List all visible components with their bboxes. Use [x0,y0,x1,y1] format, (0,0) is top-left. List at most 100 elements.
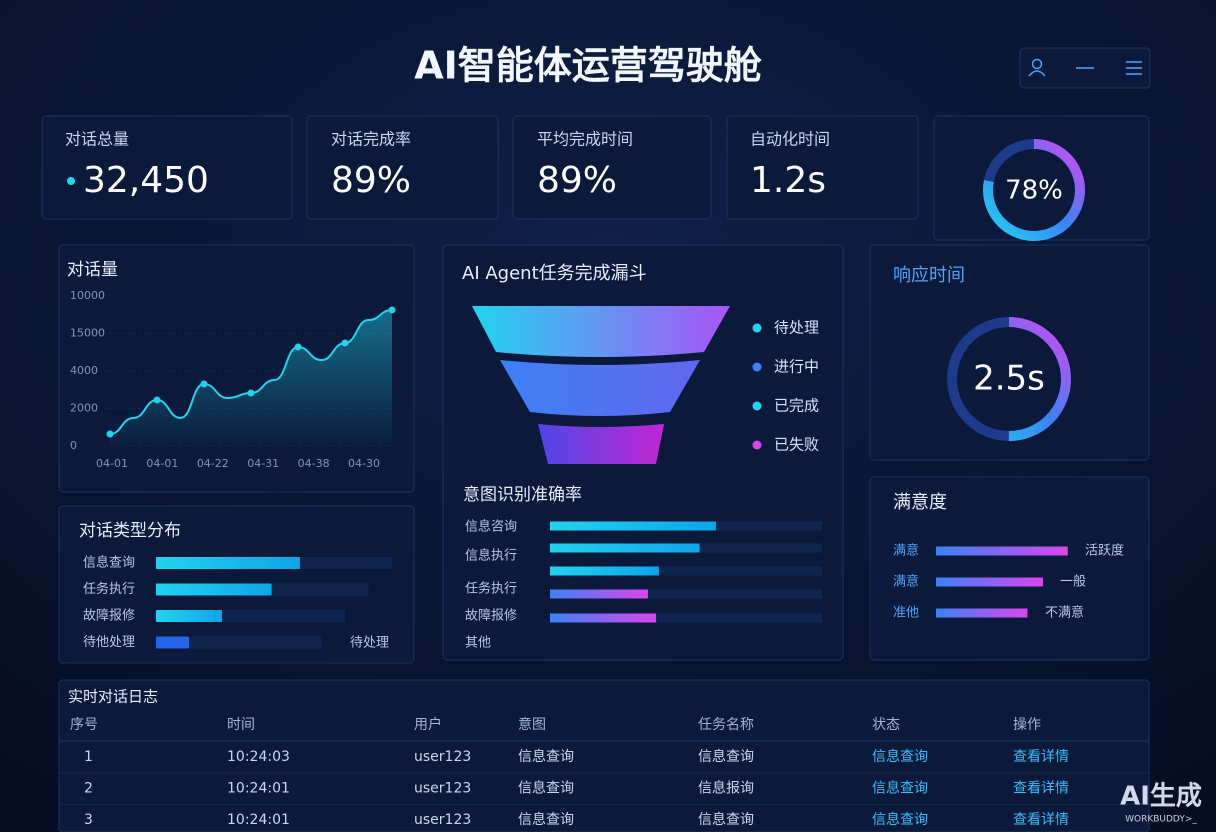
details-link[interactable]: 查看详情 [1013,781,1069,797]
legend-dot [752,362,762,372]
column-header: 序号 [70,717,98,733]
column-header: 操作 [1013,717,1041,733]
gauge-value: 2.5s [973,359,1045,399]
details-link[interactable]: 查看详情 [1013,812,1069,828]
table-cell: user123 [414,812,471,828]
legend-label: 进行中 [774,358,819,376]
bar [550,613,657,623]
bar-label: 准他 [893,606,919,621]
x-tick-label: 04-31 [247,457,279,470]
panel-title: 满意度 [893,492,947,513]
table-cell: 信息查询 [698,748,754,765]
kpi-dot [67,177,75,185]
table-cell: 3 [84,812,93,828]
y-tick-label: 10000 [70,289,105,302]
legend-dot [752,323,762,333]
table-cell: 10:24:01 [227,812,290,828]
watermark: AI生成 [1120,782,1202,812]
point [341,339,349,347]
point [106,430,114,438]
y-tick-label: 4000 [70,364,98,377]
kpi-value: 89% [331,160,411,201]
bar [156,583,272,596]
legend-label: 待处理 [774,319,819,337]
funnel-segment [538,424,664,464]
table-cell: 信息查询 [872,748,928,765]
bar-label: 信息查询 [83,555,135,571]
table-cell: 1 [84,749,93,765]
point [153,396,161,404]
bar [156,636,190,649]
x-tick-label: 04-01 [146,457,178,470]
funnel-segment [472,306,730,357]
side-label: 待处理 [350,636,389,651]
bar-track [550,589,822,599]
table-cell: 信息查询 [698,811,754,828]
bar-label: 信息咨询 [465,519,517,535]
response-panel [869,244,1150,461]
table-cell: user123 [414,749,471,765]
bar [550,589,648,599]
point [247,389,255,397]
bar-track [156,636,322,649]
bar [156,557,300,569]
bar [936,608,1028,618]
bar-label: 满意 [893,543,919,559]
kpi-label: 平均完成时间 [537,130,633,149]
kpi-label: 自动化时间 [750,130,830,149]
kpi-label: 对话总量 [65,130,129,149]
panel-title: AI Agent任务完成漏斗 [462,263,647,284]
level-label: 不满意 [1045,605,1084,621]
table-cell: 10:24:03 [227,749,290,765]
gauge-ring [947,317,1071,441]
funnel-segment [500,360,700,416]
menu-button[interactable] [1126,61,1142,75]
x-tick-label: 04-30 [348,457,380,470]
bar [550,566,659,576]
bar-track [550,613,822,623]
legend-dot [752,401,762,411]
table-cell: 信息查询 [872,780,928,797]
bar-label: 故障报修 [465,609,517,624]
legend-dot [752,440,762,450]
table-cell: 信息查询 [518,748,574,765]
legend-label: 已完成 [774,397,819,415]
panel-title: 对话量 [67,260,118,280]
kpi-value: 1.2s [750,160,826,201]
level-label: 活跃度 [1085,543,1124,559]
bar [550,521,716,531]
user-button[interactable] [1028,58,1046,77]
kpi-card [512,115,712,220]
bar [156,610,223,622]
kpi-card [41,115,293,220]
y-tick-label: 0 [70,439,77,452]
gauge-arc [983,139,1085,241]
level-label: 一般 [1060,574,1086,590]
x-tick-label: 04-38 [298,457,330,470]
x-tick-label: 04-01 [96,457,128,470]
bar-label: 故障报修 [83,609,135,624]
table-cell: 信息查询 [518,811,574,828]
table-cell: 信息报询 [698,780,754,797]
bar [936,577,1043,587]
bar-label: 满意 [893,574,919,590]
point [294,343,302,351]
panel-title: 对话类型分布 [79,521,181,541]
bar-label: 信息执行 [465,548,517,564]
panel-title: 响应时间 [893,265,965,286]
legend-label: 已失败 [774,436,819,454]
bar-label: 任务执行 [465,581,517,597]
column-header: 用户 [414,716,442,733]
watermark-sub: WORKBUDDY>_ [1125,815,1197,825]
x-tick-label: 04-22 [197,457,229,470]
panel-title: 意图识别准确率 [463,485,582,505]
column-header: 时间 [227,717,255,733]
bar-label: 待他处理 [83,635,135,650]
table-cell: 2 [84,781,93,797]
kpi-label: 对话完成率 [331,130,411,149]
details-link[interactable]: 查看详情 [1013,749,1069,765]
page-title: AI智能体运营驾驶舱 [414,44,762,88]
point [388,306,396,314]
bar-label: 其他 [465,636,491,651]
